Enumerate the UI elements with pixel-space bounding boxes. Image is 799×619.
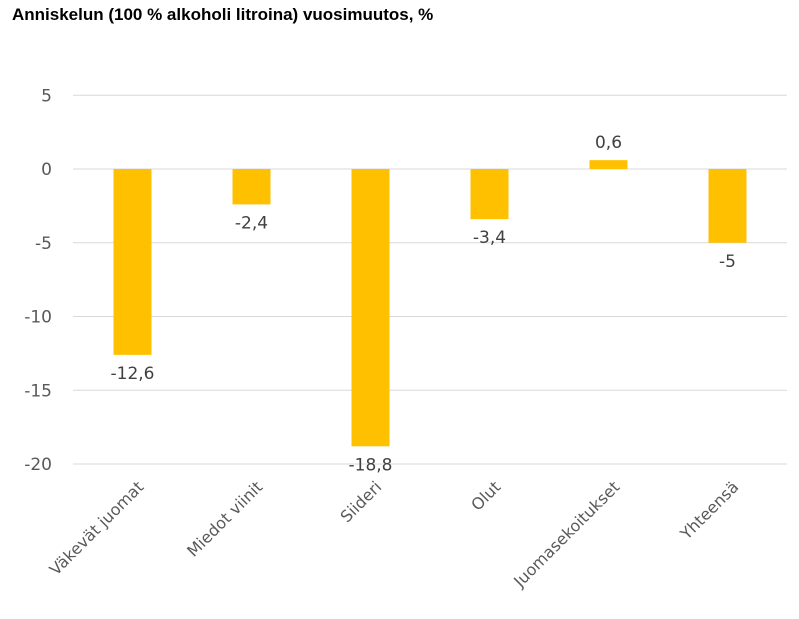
data-label: -12,6 bbox=[111, 364, 155, 384]
data-label: -5 bbox=[719, 252, 736, 272]
bar bbox=[589, 160, 628, 169]
y-tick-label: 0 bbox=[41, 160, 52, 180]
bar bbox=[470, 169, 509, 220]
x-tick-label: Juomasekoitukset bbox=[509, 477, 623, 591]
x-tick-label: Olut bbox=[467, 477, 504, 514]
y-tick-label: -10 bbox=[24, 308, 52, 328]
y-tick-label: 5 bbox=[41, 86, 52, 106]
bar bbox=[232, 169, 271, 205]
bar bbox=[113, 169, 152, 355]
y-tick-label: -5 bbox=[35, 234, 52, 254]
data-label: 0,6 bbox=[595, 133, 622, 153]
chart-title: Anniskelun (100 % alkoholi litroina) vuo… bbox=[12, 5, 434, 24]
data-label: -2,4 bbox=[235, 213, 268, 233]
bar bbox=[351, 169, 390, 447]
x-tick-label: Yhteensä bbox=[676, 477, 743, 544]
data-label: -18,8 bbox=[349, 455, 393, 475]
x-tick-label: Väkevät juomat bbox=[46, 477, 148, 579]
data-label: -3,4 bbox=[473, 228, 506, 248]
y-tick-label: -20 bbox=[24, 455, 52, 475]
y-tick-label: -15 bbox=[24, 381, 52, 401]
bar bbox=[708, 169, 747, 243]
x-tick-label: Miedot viinit bbox=[183, 477, 266, 560]
x-tick-label: Siideri bbox=[336, 477, 385, 526]
